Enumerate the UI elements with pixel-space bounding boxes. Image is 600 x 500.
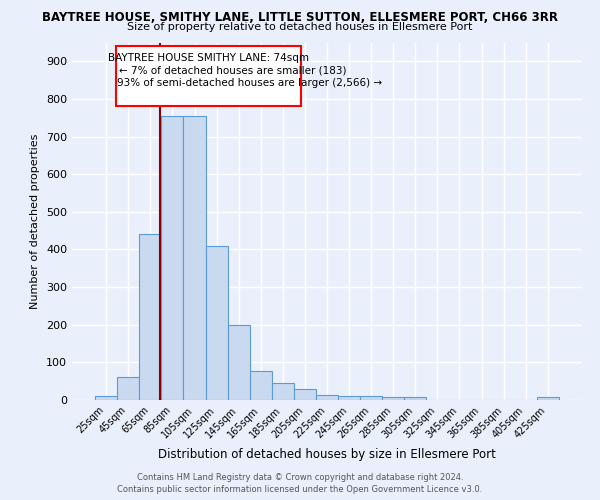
- Text: BAYTREE HOUSE SMITHY LANE: 74sqm: BAYTREE HOUSE SMITHY LANE: 74sqm: [108, 53, 309, 63]
- X-axis label: Distribution of detached houses by size in Ellesmere Port: Distribution of detached houses by size …: [158, 448, 496, 461]
- Bar: [116, 46, 301, 106]
- Text: Size of property relative to detached houses in Ellesmere Port: Size of property relative to detached ho…: [127, 22, 473, 32]
- Y-axis label: Number of detached properties: Number of detached properties: [31, 134, 40, 309]
- Text: 93% of semi-detached houses are larger (2,566) →: 93% of semi-detached houses are larger (…: [117, 78, 382, 88]
- Bar: [360, 396, 382, 400]
- Bar: [316, 396, 338, 400]
- Bar: [250, 370, 272, 400]
- Bar: [184, 116, 206, 400]
- Text: Contains HM Land Registry data © Crown copyright and database right 2024.
Contai: Contains HM Land Registry data © Crown c…: [118, 472, 482, 494]
- Bar: [382, 397, 404, 400]
- Bar: [272, 383, 294, 400]
- Text: BAYTREE HOUSE, SMITHY LANE, LITTLE SUTTON, ELLESMERE PORT, CH66 3RR: BAYTREE HOUSE, SMITHY LANE, LITTLE SUTTO…: [42, 11, 558, 24]
- Bar: [139, 234, 161, 400]
- Bar: [338, 396, 360, 400]
- Bar: [117, 378, 139, 400]
- Bar: [404, 397, 427, 400]
- Bar: [161, 116, 184, 400]
- Text: ← 7% of detached houses are smaller (183): ← 7% of detached houses are smaller (183…: [119, 66, 347, 76]
- Bar: [537, 398, 559, 400]
- Bar: [95, 396, 117, 400]
- Bar: [227, 324, 250, 400]
- Bar: [206, 246, 227, 400]
- Bar: [294, 388, 316, 400]
